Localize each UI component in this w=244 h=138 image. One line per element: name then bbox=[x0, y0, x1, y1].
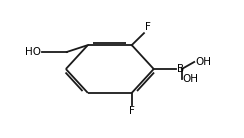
Text: B: B bbox=[177, 64, 184, 74]
Text: OH: OH bbox=[195, 57, 211, 67]
Text: OH: OH bbox=[183, 74, 199, 84]
Text: F: F bbox=[145, 22, 151, 32]
Text: F: F bbox=[129, 106, 135, 116]
Text: HO: HO bbox=[25, 47, 41, 57]
